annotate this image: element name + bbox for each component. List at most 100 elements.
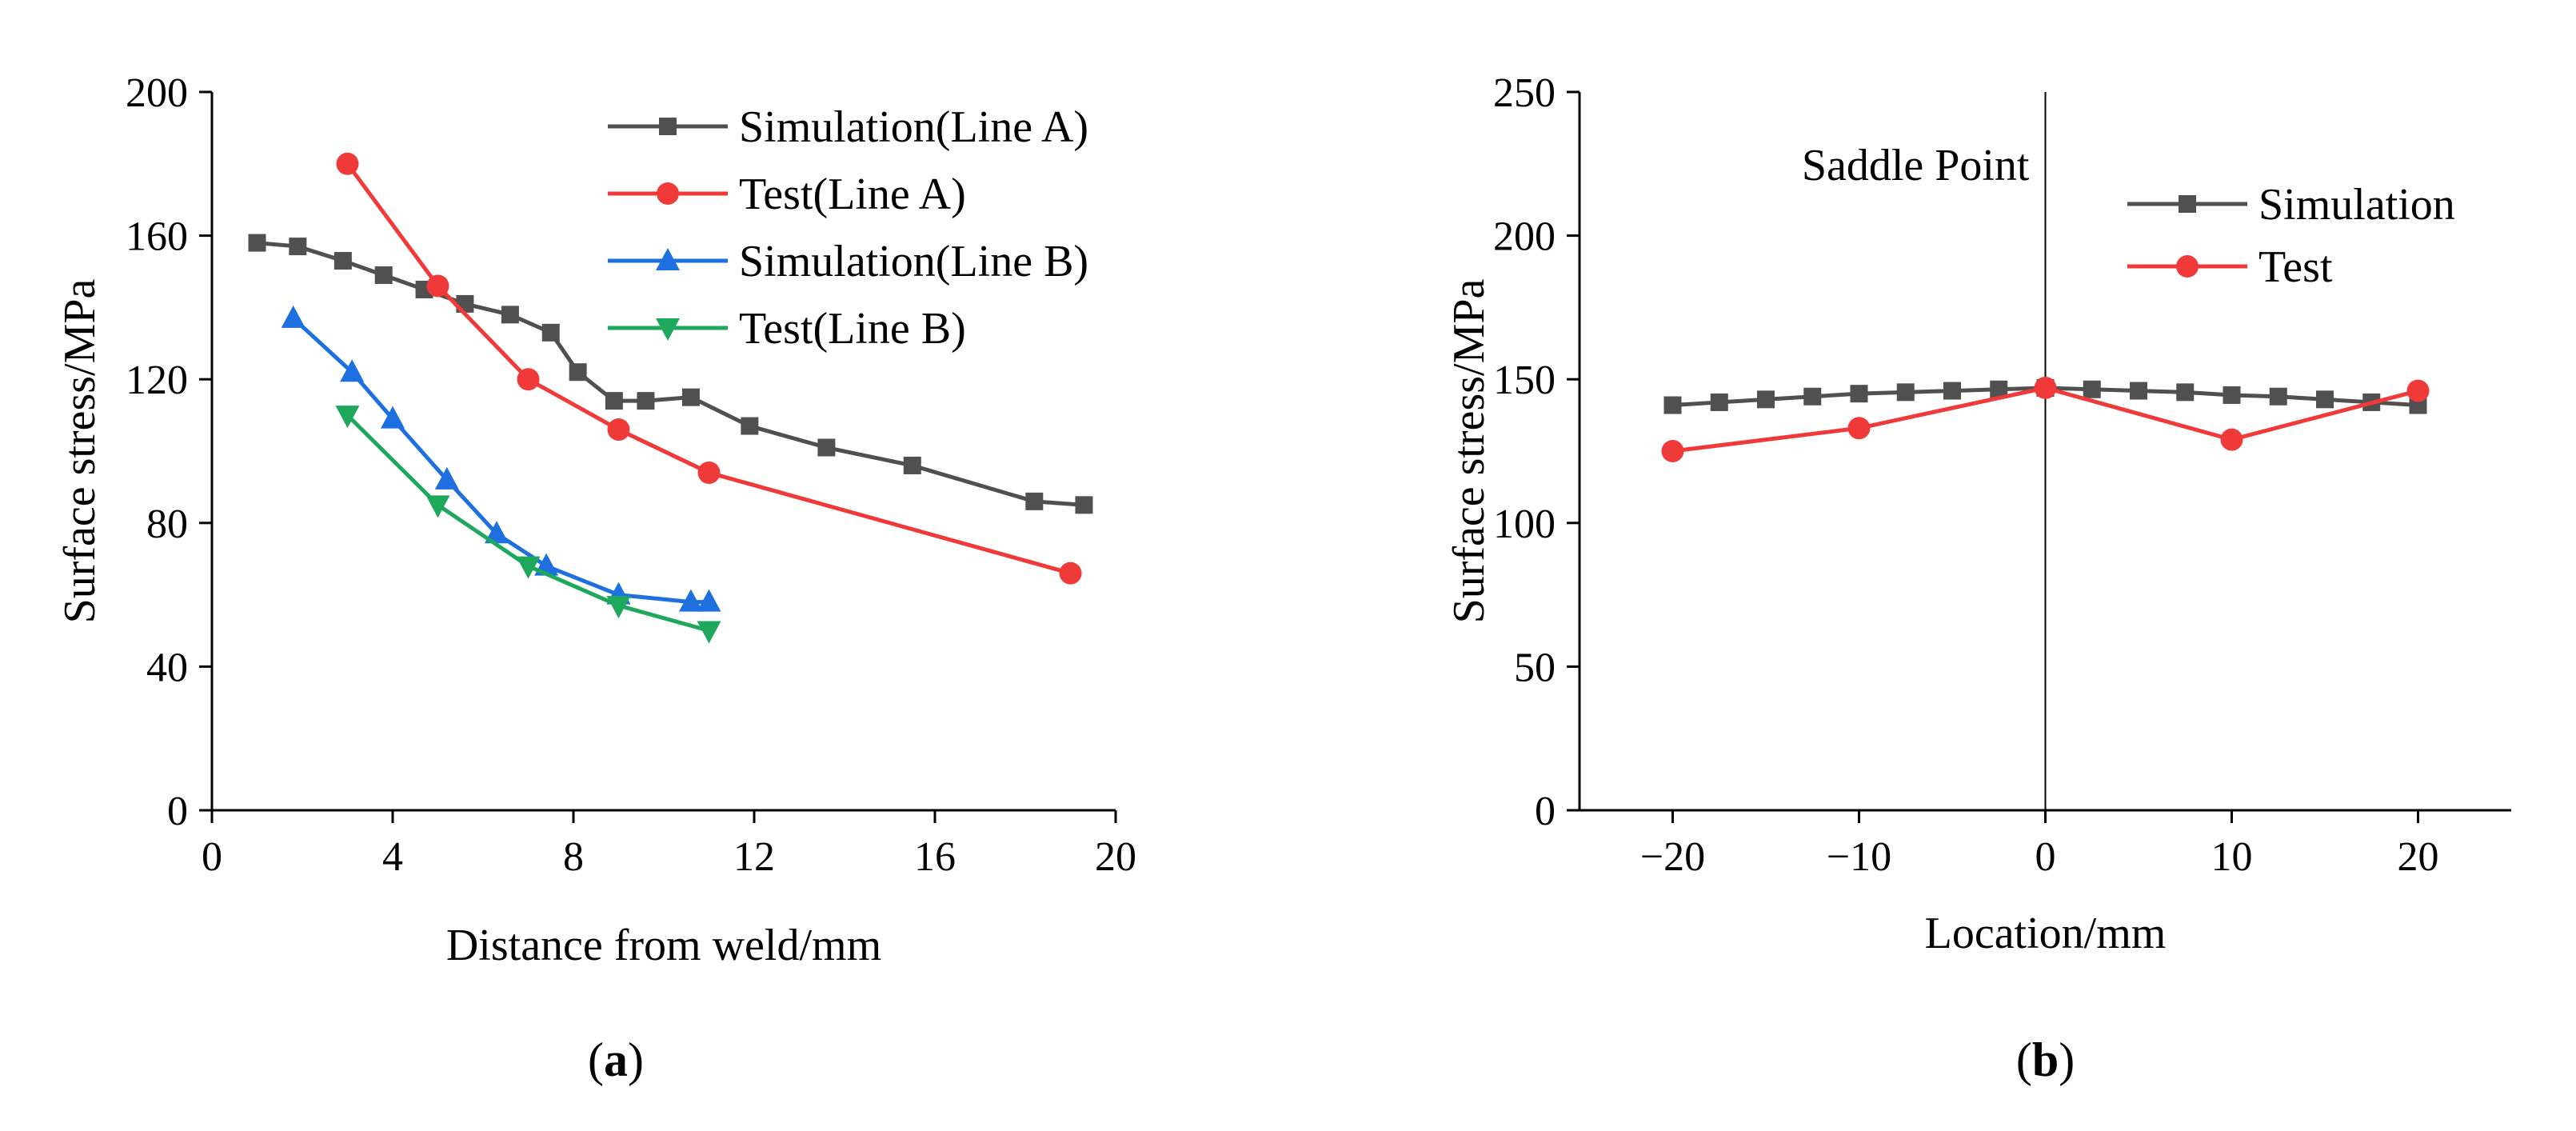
- panel-label-close: ): [2059, 1033, 2075, 1086]
- legend-item: Test: [2127, 242, 2333, 292]
- data-point: [517, 368, 540, 391]
- data-point: [2083, 380, 2101, 398]
- data-point: [1663, 396, 1682, 414]
- legend-label: Test(Line B): [739, 304, 966, 354]
- data-point: [340, 359, 365, 382]
- data-point: [1025, 492, 1044, 510]
- data-point: [637, 392, 655, 410]
- data-point: [426, 274, 449, 298]
- legend-swatch-marker: [2179, 195, 2196, 213]
- legend-item: Simulation(Line A): [608, 102, 1088, 152]
- series-line: [345, 162, 1072, 576]
- data-point: [681, 388, 700, 406]
- saddle-point-label: Saddle Point: [1802, 141, 2030, 190]
- legend-label: Test(Line A): [739, 170, 966, 219]
- legend-label: Simulation: [2258, 180, 2455, 230]
- data-point: [607, 418, 630, 442]
- y-tick-label: 80: [146, 502, 188, 547]
- y-tick-label: 0: [167, 789, 188, 834]
- panel-label-letter: a: [604, 1033, 628, 1086]
- x-tick-label: 0: [2035, 834, 2056, 880]
- legend-label: Simulation(Line B): [739, 237, 1088, 286]
- data-point: [434, 466, 459, 490]
- data-point: [605, 392, 623, 410]
- data-point: [2176, 383, 2195, 402]
- chart-b: −20 −10 0 10 20050100150200250Location/mmSur…: [1444, 70, 2511, 1086]
- x-tick-label: 0: [202, 834, 222, 880]
- data-point: [541, 323, 560, 342]
- y-tick-label: 150: [1493, 358, 1556, 403]
- x-tick-label: 16: [914, 834, 956, 880]
- y-tick-label: 160: [126, 214, 188, 260]
- x-tick-label: 8: [563, 834, 584, 880]
- data-point: [484, 521, 509, 544]
- data-point: [336, 152, 359, 175]
- data-point: [374, 266, 393, 284]
- data-point: [1943, 382, 1961, 400]
- data-point: [1850, 385, 1868, 403]
- legend-item: Simulation: [2127, 180, 2455, 230]
- data-point: [697, 621, 721, 644]
- data-point: [2269, 387, 2287, 406]
- data-point: [741, 417, 759, 435]
- data-point: [335, 406, 360, 429]
- legend-swatch-marker: [659, 118, 677, 135]
- panel-label: (a): [588, 1033, 644, 1086]
- data-point: [606, 596, 631, 619]
- y-tick-label: 250: [1493, 70, 1556, 116]
- data-point: [248, 234, 266, 252]
- y-tick-label: 200: [1493, 214, 1556, 260]
- x-tick-label: 4: [382, 834, 403, 880]
- legend-item: Test(Line B): [608, 304, 966, 354]
- legend-label: Test: [2258, 242, 2333, 292]
- panel-label-open: (: [2016, 1033, 2032, 1086]
- data-point: [501, 306, 519, 324]
- y-tick-label: 120: [126, 358, 188, 403]
- series-line: [292, 317, 709, 605]
- data-point: [333, 252, 352, 270]
- y-tick-label: 0: [1535, 789, 1556, 834]
- series-simulation-line-b: [281, 305, 721, 612]
- panel-label-letter: b: [2032, 1033, 2059, 1086]
- data-point: [425, 495, 450, 518]
- legend-swatch-marker: [656, 318, 680, 341]
- y-axis-title: Surface stress/MPa: [1444, 278, 1494, 623]
- data-point: [697, 589, 721, 612]
- x-tick-label: 20: [1095, 834, 1136, 880]
- data-point: [817, 438, 836, 457]
- legend-swatch-marker: [657, 182, 679, 205]
- x-axis-title: Distance from weld/mm: [446, 921, 881, 970]
- data-point: [2220, 428, 2243, 451]
- data-point: [2223, 386, 2241, 404]
- data-point: [697, 461, 721, 484]
- series-test: [1661, 376, 2430, 462]
- x-tick-label: 10: [2211, 834, 2253, 880]
- data-point: [289, 238, 307, 256]
- data-point: [1661, 440, 1684, 462]
- series-test-line-a: [336, 152, 1082, 585]
- data-point: [2406, 379, 2430, 402]
- y-tick-label: 50: [1514, 645, 1556, 690]
- data-point: [2316, 390, 2334, 409]
- data-point: [1847, 417, 1871, 440]
- y-axis-title: Surface stress/MPa: [55, 278, 105, 623]
- x-axis-title: Location/mm: [1925, 909, 2167, 958]
- legend-label: Simulation(Line A): [739, 102, 1088, 152]
- legend-item: Simulation(Line B): [608, 237, 1088, 286]
- data-point: [1059, 562, 1082, 585]
- data-point: [1757, 390, 1775, 409]
- panel-label-close: ): [628, 1033, 644, 1086]
- legend-swatch-marker: [656, 248, 680, 270]
- y-tick-label: 40: [146, 645, 188, 690]
- panel-label-open: (: [588, 1033, 604, 1086]
- series-test-line-b: [335, 406, 721, 644]
- data-point: [2130, 382, 2147, 400]
- data-point: [281, 305, 306, 328]
- legend-item: Test(Line A): [608, 170, 966, 219]
- data-point: [1896, 383, 1915, 402]
- y-tick-label: 200: [126, 70, 188, 116]
- data-point: [1803, 387, 1822, 406]
- data-point: [1990, 380, 2008, 398]
